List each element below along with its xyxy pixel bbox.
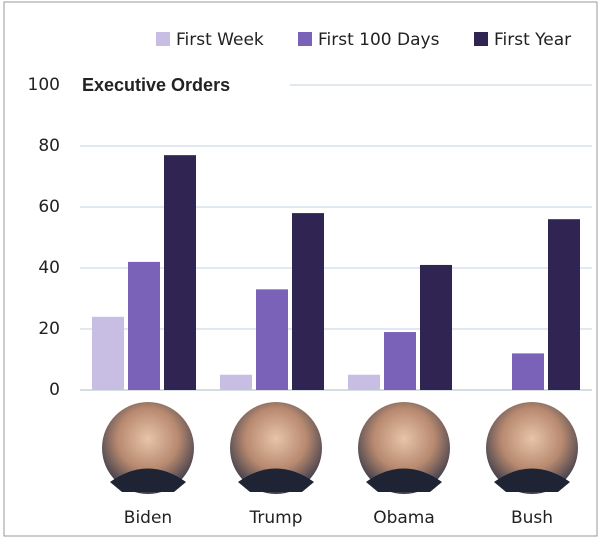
portrait (486, 402, 578, 494)
portrait-suit (494, 468, 570, 492)
legend-swatch (298, 32, 312, 46)
bar (420, 264, 452, 390)
bar (292, 213, 324, 390)
frame (3, 1, 598, 537)
legend-swatch (156, 32, 170, 46)
bar (92, 316, 124, 390)
legend-label: First Week (176, 30, 264, 50)
x-tick-label: Obama (373, 508, 435, 528)
bar (164, 155, 196, 390)
portrait (358, 402, 450, 494)
y-tick-label: 40 (38, 258, 60, 278)
y-tick-label: 80 (38, 136, 60, 156)
bar (256, 289, 288, 390)
chart-title: Executive Orders (82, 75, 230, 95)
bar (220, 374, 252, 390)
x-tick-label: Biden (124, 508, 172, 528)
portrait-suit (238, 468, 314, 492)
x-tick-label: Trump (248, 508, 302, 528)
portrait (230, 402, 322, 494)
bar (384, 332, 416, 390)
bar (128, 261, 160, 390)
portrait-suit (366, 468, 442, 492)
bar (548, 219, 580, 390)
y-tick-label: 60 (38, 197, 60, 217)
y-tick-label: 20 (38, 319, 60, 339)
legend-label: First Year (494, 30, 571, 50)
y-tick-label: 0 (49, 380, 60, 400)
x-tick-label: Bush (511, 508, 553, 528)
bar (512, 353, 544, 390)
bar (348, 374, 380, 390)
portrait-suit (110, 468, 186, 492)
title-background (78, 71, 290, 99)
y-tick-label: 100 (28, 75, 60, 95)
portrait (102, 402, 194, 494)
legend-swatch (474, 32, 488, 46)
legend-label: First 100 Days (318, 30, 440, 50)
